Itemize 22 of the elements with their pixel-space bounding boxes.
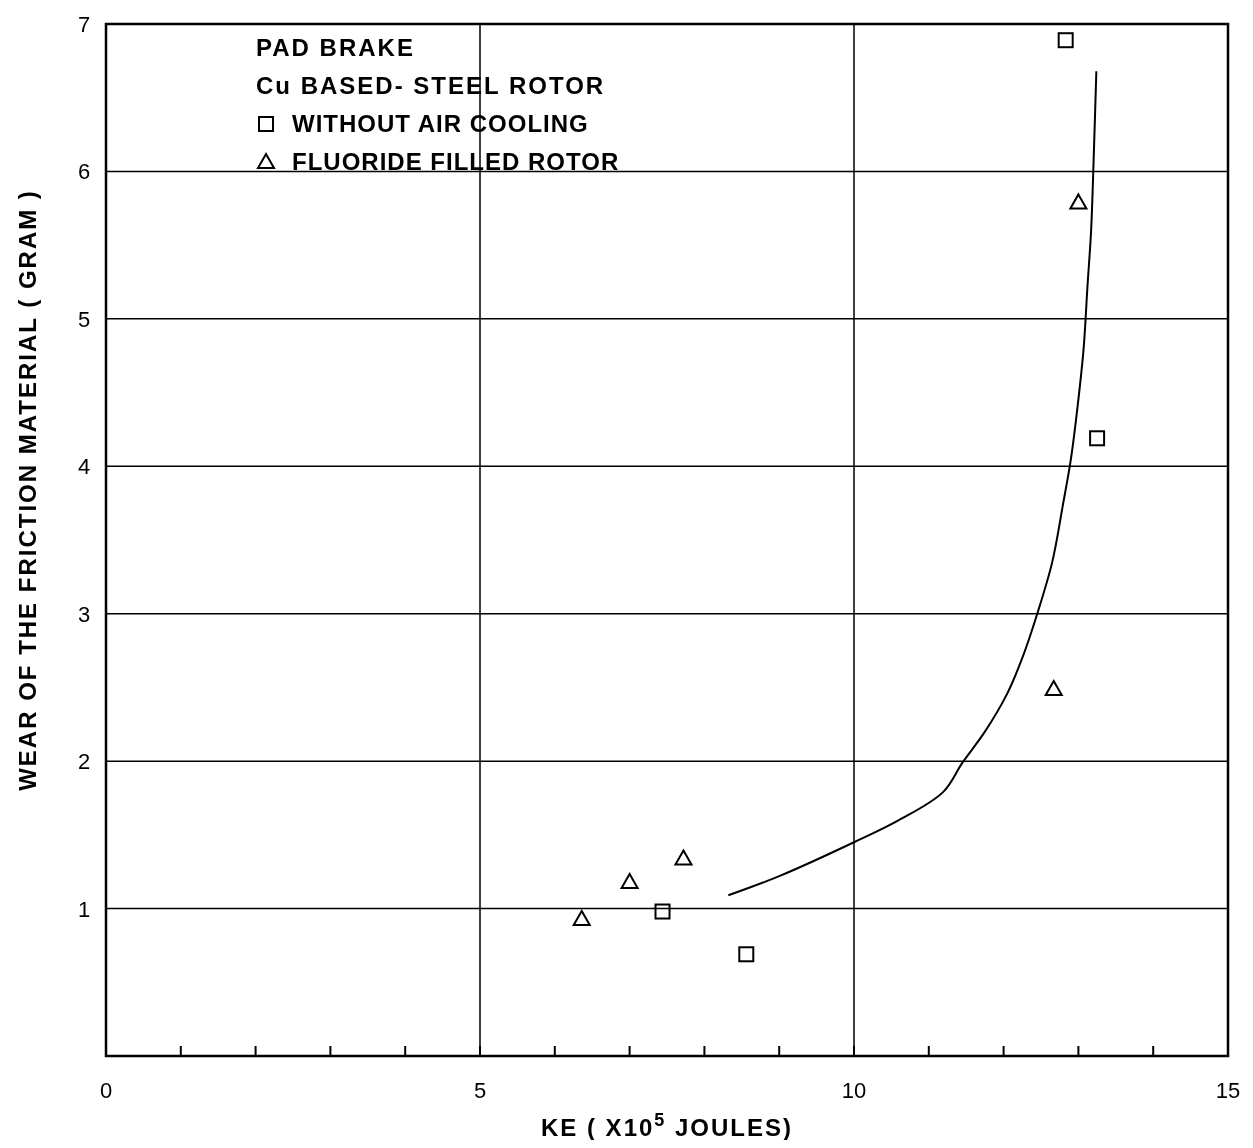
point xyxy=(674,849,693,866)
y-tick-label: 5 xyxy=(77,306,91,332)
y-tick-label: 2 xyxy=(77,749,91,775)
y-tick-label: 7 xyxy=(77,12,91,37)
y-tick-label: 3 xyxy=(77,601,91,627)
point xyxy=(1069,193,1088,210)
point xyxy=(738,946,755,963)
x-tick-label: 5 xyxy=(473,1078,487,1103)
point xyxy=(1044,679,1063,696)
point xyxy=(1057,32,1074,49)
point xyxy=(620,873,639,890)
point xyxy=(1089,430,1106,447)
y-tick-label: 4 xyxy=(77,454,91,480)
x-tick-label: 0 xyxy=(99,1078,113,1103)
y-tick-label: 1 xyxy=(77,896,91,922)
x-tick-label: 15 xyxy=(1215,1078,1241,1103)
legend-title: PAD BRAKE xyxy=(256,34,415,61)
x-tick-label: 10 xyxy=(841,1078,867,1103)
y-axis-title: WEAR OF THE FRICTION MATERIAL ( GRAM ) xyxy=(14,189,41,791)
point xyxy=(572,909,591,926)
y-tick-label: 6 xyxy=(77,159,91,185)
point xyxy=(654,903,671,920)
